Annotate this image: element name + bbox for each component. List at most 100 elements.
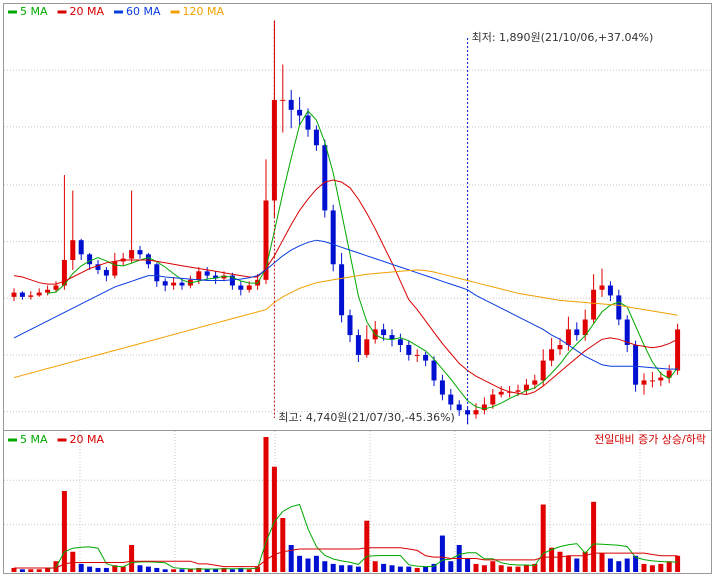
candle-body [78, 240, 84, 255]
candle-body [389, 335, 395, 340]
volume-bar [549, 547, 555, 572]
ma-line [13, 239, 678, 370]
volume-bar [120, 566, 126, 572]
candle-body [490, 394, 496, 405]
volume-bar [28, 569, 34, 572]
candle-body [591, 289, 597, 320]
candle-body [465, 410, 471, 415]
candle-body [162, 281, 168, 286]
candle-body [330, 210, 336, 265]
candle-body [19, 292, 25, 297]
volume-bar [171, 569, 177, 572]
volume-bar [213, 569, 219, 572]
candle-body [649, 380, 655, 382]
candle-body [549, 349, 555, 361]
candle-body [95, 264, 101, 270]
volume-bar [78, 563, 84, 572]
volume-bar [582, 551, 588, 572]
candle-body [53, 285, 59, 290]
candle-body [313, 129, 319, 146]
volume-note: 전일대비 증가 상승/하락 [594, 432, 706, 446]
candle-body [658, 377, 664, 381]
volume-bar [515, 566, 521, 572]
candle-body [263, 200, 269, 280]
volume-bar [305, 558, 311, 572]
candle-body [406, 345, 412, 355]
volume-bar [439, 535, 445, 572]
candle-body [145, 254, 151, 265]
candle-body [154, 264, 160, 282]
volume-bar [339, 565, 345, 572]
candle-body [280, 99, 286, 101]
legend-label: 20 MA [70, 433, 105, 446]
candle-body [624, 319, 630, 345]
candle-body [28, 295, 34, 297]
candle-body [364, 339, 370, 355]
volume-bar [162, 569, 168, 572]
volume-bar [381, 563, 387, 572]
volume-bar [11, 567, 17, 572]
candle-body [607, 285, 613, 296]
volume-bar [280, 518, 286, 572]
legend-swatch [8, 10, 17, 14]
candle-body [666, 370, 672, 378]
high-annotation: 최고: 4,740원(21/07/30,-45.36%) [278, 411, 454, 424]
volume-bar [255, 566, 261, 572]
volume-bar [364, 520, 370, 572]
candle-body [347, 315, 353, 336]
volume-bar [246, 569, 252, 572]
volume-bar [137, 565, 143, 572]
volume-bar [481, 565, 487, 572]
candle-body [297, 109, 303, 116]
ma-line [13, 269, 678, 379]
candle-body [641, 380, 647, 385]
volume-bar [70, 551, 76, 572]
legend-swatch [8, 438, 17, 442]
volume-bar [532, 563, 538, 572]
volume-bar [196, 567, 202, 572]
candle-body [616, 295, 622, 320]
candle-body [137, 250, 143, 255]
legend-swatch [57, 438, 67, 442]
candle-body [229, 275, 235, 286]
volume-bar [145, 566, 151, 572]
volume-bar [322, 561, 328, 572]
candle-body [288, 99, 294, 110]
candle-body [574, 329, 580, 336]
volume-bar [574, 558, 580, 572]
candle-body [246, 285, 252, 290]
volume-bar [45, 567, 51, 572]
volume-bar [523, 565, 529, 572]
volume-bar [263, 437, 269, 572]
candle-body [523, 384, 529, 391]
candle-body [11, 292, 17, 297]
candle-body [473, 410, 479, 415]
volume-bar [129, 545, 135, 572]
volume-bar [355, 566, 361, 572]
volume-bar [288, 545, 294, 572]
candle-body [599, 285, 605, 290]
candle-body [557, 345, 563, 350]
volume-bar [624, 558, 630, 572]
volume-bar [473, 563, 479, 572]
candle-body [221, 275, 227, 279]
volume-bar [557, 551, 563, 572]
volume-bar [599, 553, 605, 572]
volume-bar [87, 566, 93, 572]
volume-bar [154, 567, 160, 572]
ma-line [47, 503, 678, 570]
price-panel [3, 3, 712, 431]
volume-bar [229, 569, 235, 572]
legend-swatch [170, 10, 180, 14]
candle-body [196, 271, 202, 280]
legend-swatch [114, 10, 124, 14]
candle-body [675, 329, 681, 371]
candle-body [448, 394, 454, 405]
volume-bar [397, 566, 403, 572]
volume-bar [330, 563, 336, 572]
legend-label: 120 MA [183, 5, 225, 18]
volume-bar [649, 565, 655, 572]
volume-bar [641, 563, 647, 572]
volume-bar [347, 565, 353, 572]
